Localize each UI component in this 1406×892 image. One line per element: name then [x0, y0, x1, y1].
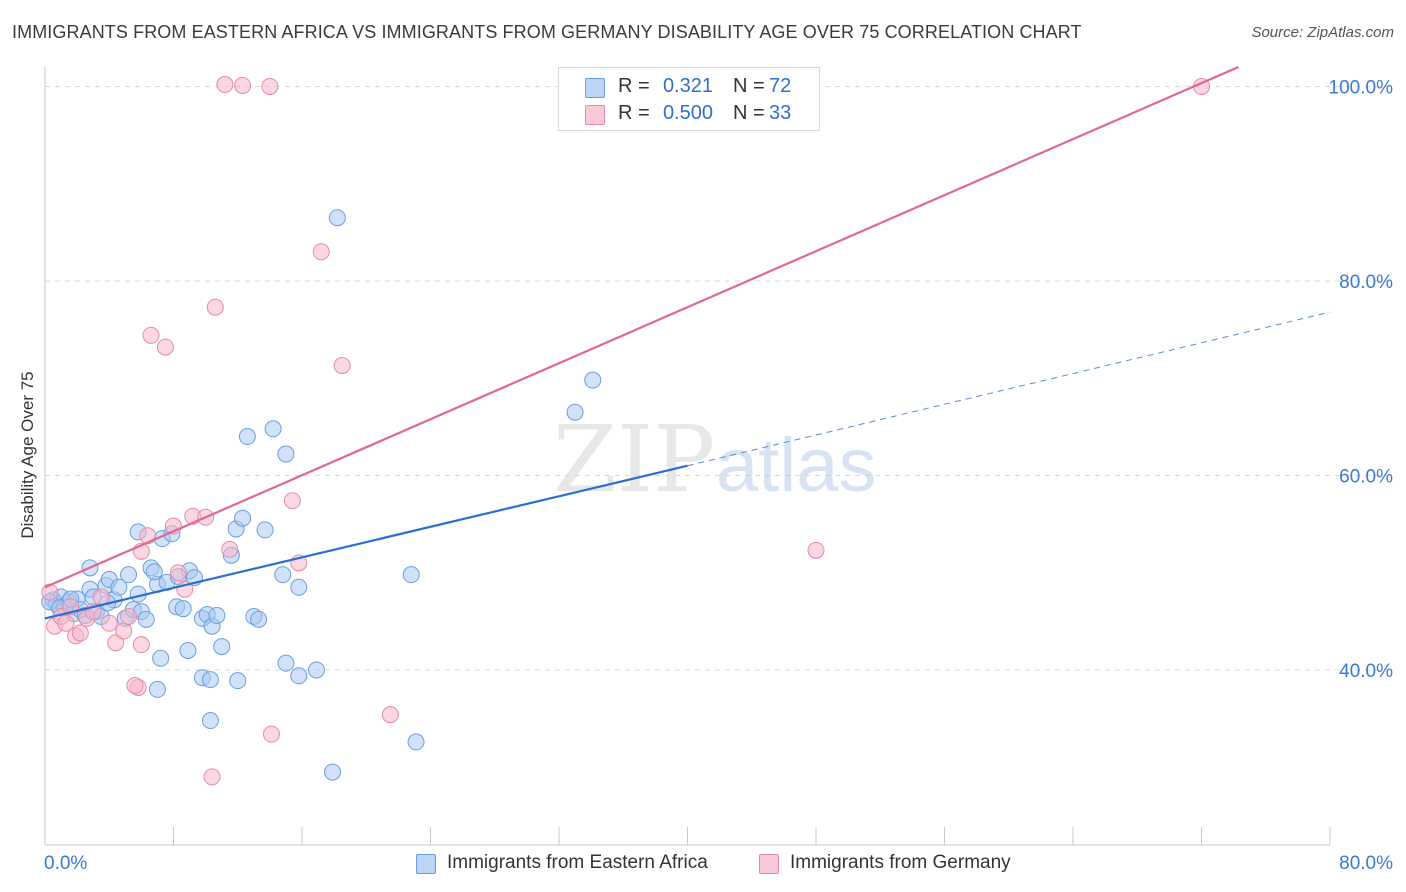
data-point-eastern-africa [328, 209, 346, 227]
data-point-germany [206, 298, 224, 316]
data-point-germany [333, 357, 351, 375]
data-point-germany [807, 541, 825, 559]
data-point-germany [216, 76, 234, 94]
data-point-eastern-africa [208, 606, 226, 624]
data-point-eastern-africa [152, 649, 170, 667]
data-point-eastern-africa [201, 712, 219, 730]
chart-title: IMMIGRANTS FROM EASTERN AFRICA VS IMMIGR… [12, 22, 1082, 42]
watermark-zip: ZIP [553, 406, 715, 513]
data-point-germany [381, 706, 399, 724]
legend-n-label: N = [733, 75, 765, 97]
data-point-eastern-africa [137, 610, 155, 628]
legend-n-label: N = [733, 102, 765, 124]
data-point-germany [261, 77, 279, 95]
data-point-germany [283, 492, 301, 510]
bottom-legend-label: Immigrants from Germany [790, 852, 1011, 873]
data-point-germany [41, 583, 59, 601]
legend-n-value: 33 [769, 102, 792, 124]
data-point-germany [142, 326, 160, 344]
data-point-eastern-africa [324, 763, 342, 781]
x-tick-label: 0.0% [44, 853, 87, 874]
data-point-eastern-africa [277, 654, 295, 672]
bottom-legend-swatch-blue [416, 854, 436, 874]
data-point-eastern-africa [238, 428, 256, 446]
data-point-eastern-africa [110, 578, 128, 596]
y-tick-label: 100.0% [1329, 77, 1394, 98]
data-point-germany [107, 634, 125, 652]
data-point-eastern-africa [120, 566, 138, 584]
legend-r-value: 0.500 [662, 102, 713, 124]
data-point-germany [132, 636, 150, 654]
data-point-eastern-africa [307, 661, 325, 679]
y-axis-title: Disability Age Over 75 [18, 371, 37, 539]
correlation-legend: R = 0.321 N = 72 R = 0.500 N = 33 [558, 67, 820, 131]
data-point-germany [312, 243, 330, 261]
data-point-germany [120, 607, 138, 625]
data-point-eastern-africa [148, 680, 166, 698]
data-point-eastern-africa [584, 371, 602, 389]
data-point-germany [100, 614, 118, 632]
data-point-eastern-africa [201, 671, 219, 689]
data-point-germany [169, 564, 187, 582]
source-label: Source: ZipAtlas.com [1251, 24, 1394, 41]
data-point-germany [156, 338, 174, 356]
bottom-legend-swatch-pink [759, 854, 779, 874]
data-point-eastern-africa [229, 672, 247, 690]
data-point-eastern-africa [145, 563, 163, 581]
points-layer [41, 76, 1210, 786]
legend-r-value: 0.321 [662, 75, 713, 97]
y-tick-label: 60.0% [1339, 466, 1393, 487]
legend-r-label: R = [618, 102, 650, 124]
bottom-legend-label: Immigrants from Eastern Africa [447, 852, 708, 873]
y-tick-label: 40.0% [1339, 661, 1393, 682]
data-point-germany [221, 540, 239, 558]
legend-swatch-pink [585, 105, 605, 125]
data-point-germany [234, 76, 252, 94]
x-tick-label: 80.0% [1339, 853, 1393, 874]
watermark-atlas: atlas [716, 423, 877, 508]
trendlines-layer [44, 65, 1331, 620]
legend-r-label: R = [618, 75, 650, 97]
data-point-eastern-africa [274, 566, 292, 584]
data-point-eastern-africa [402, 566, 420, 584]
data-point-eastern-africa [264, 420, 282, 438]
data-point-germany [57, 614, 75, 632]
data-point-germany [262, 725, 280, 743]
data-point-eastern-africa [213, 638, 231, 656]
data-point-germany [71, 624, 89, 642]
trendline-eastern-africa-extension [687, 311, 1331, 467]
data-point-eastern-africa [234, 509, 252, 527]
legend-n-value: 72 [769, 75, 792, 97]
data-point-eastern-africa [407, 733, 425, 751]
data-point-germany [203, 768, 221, 786]
data-point-eastern-africa [277, 445, 295, 463]
y-tick-label: 80.0% [1339, 272, 1393, 293]
tick-labels-layer: 40.0% 60.0% 80.0% 100.0% 0.0% 80.0% [44, 77, 1393, 874]
data-point-eastern-africa [290, 667, 308, 685]
data-point-germany [115, 622, 133, 640]
data-point-eastern-africa [566, 403, 584, 421]
data-point-eastern-africa [290, 578, 308, 596]
legend-swatch-blue [585, 78, 605, 98]
data-point-germany [126, 677, 144, 695]
trendline-germany [44, 65, 1239, 589]
trendline-eastern-africa [44, 464, 688, 620]
data-point-eastern-africa [174, 600, 192, 618]
data-point-eastern-africa [256, 521, 274, 539]
data-point-eastern-africa [250, 610, 268, 628]
watermark: ZIP atlas [553, 406, 877, 513]
data-point-eastern-africa [179, 642, 197, 659]
